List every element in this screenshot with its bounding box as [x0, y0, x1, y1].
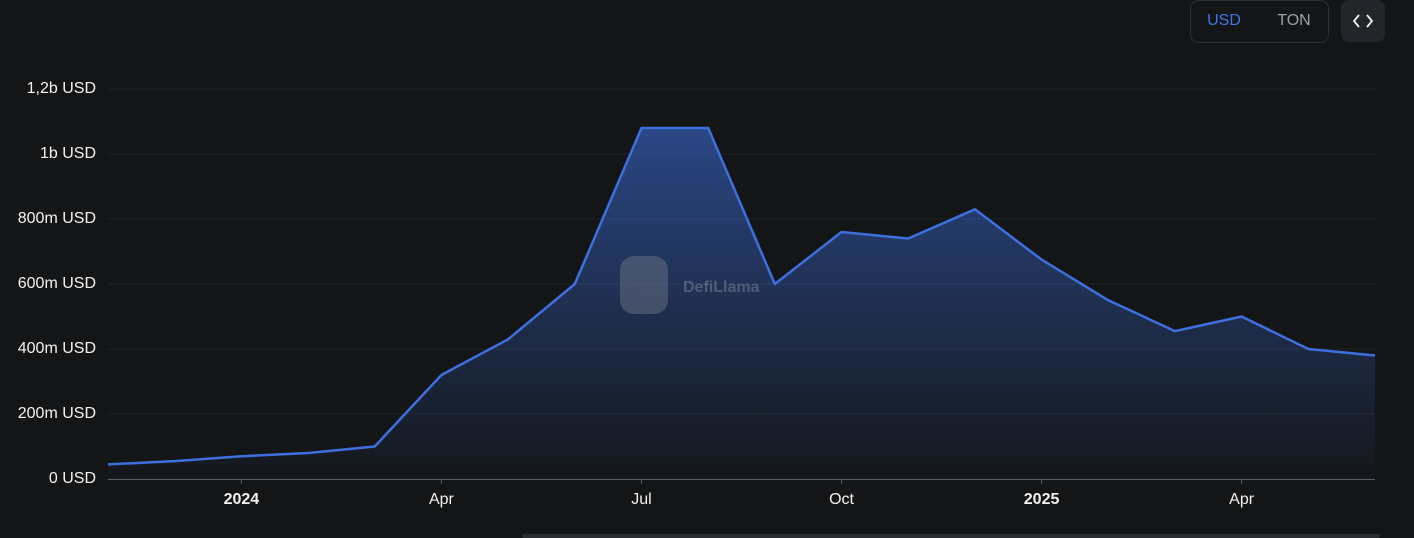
currency-ton[interactable]: TON [1277, 12, 1310, 29]
embed-button[interactable] [1341, 0, 1385, 42]
plot-area: 0 USD 200m USD 400m USD 600m USD 800m USD 1b … [18, 80, 1376, 508]
x-tick-label: 2025 [1024, 491, 1060, 508]
series-line [107, 126, 1376, 466]
y-tick-label: 600m USD [18, 275, 96, 292]
y-tick-label: 1,2b USD [27, 80, 96, 97]
x-tick-label: Oct [829, 491, 854, 508]
x-tick-label: Apr [429, 491, 455, 508]
area-fill [108, 128, 1375, 479]
watermark-logo [620, 256, 668, 314]
currency-toggle [1190, 0, 1329, 43]
embed-icon [1352, 14, 1374, 28]
y-tick-label: 400m USD [18, 340, 96, 357]
x-tick-label: 2024 [224, 491, 260, 508]
y-tick-label: 200m USD [18, 405, 96, 422]
watermark-text: DefiLlama [683, 279, 760, 296]
x-tick-label: Jul [631, 491, 651, 508]
y-tick-label: 800m USD [18, 210, 96, 227]
scrollbar [522, 534, 1380, 538]
currency-usd[interactable]: USD [1207, 12, 1241, 29]
y-tick-label: 1b USD [40, 145, 96, 162]
x-tick-label: Apr [1229, 491, 1255, 508]
watermark: DefiLlama [620, 256, 760, 314]
y-tick-label: 0 USD [49, 470, 96, 487]
